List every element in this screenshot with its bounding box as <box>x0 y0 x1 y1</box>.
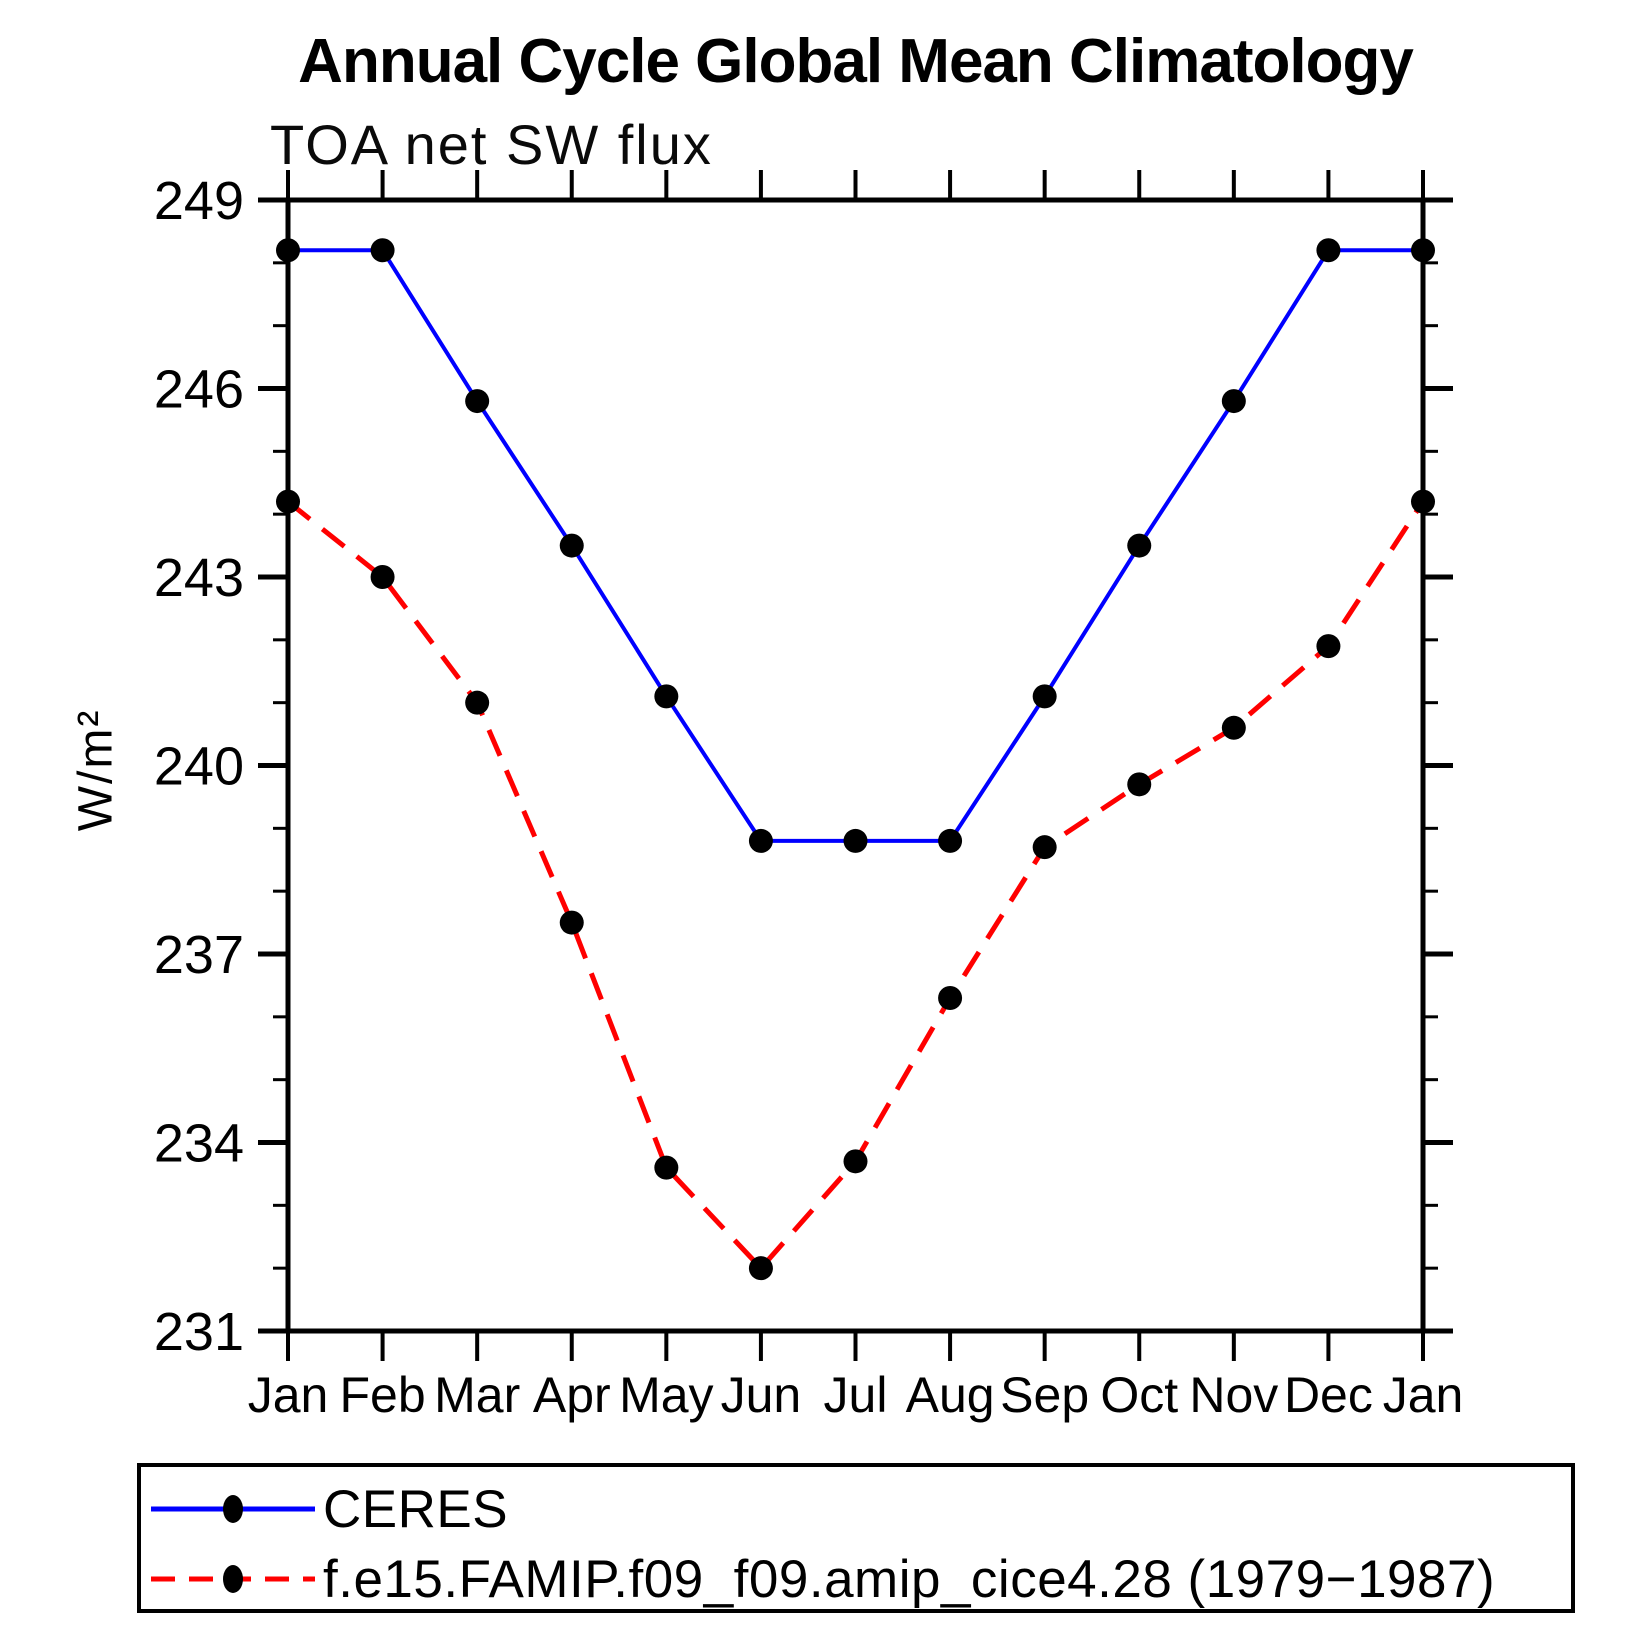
data-point-marker-s0 <box>559 533 584 558</box>
data-point-marker-s1 <box>1221 715 1246 740</box>
y-tick-label: 237 <box>154 925 244 985</box>
x-tick-label: Jul <box>824 1367 888 1423</box>
data-point-marker-s1 <box>370 565 395 589</box>
data-point-marker-s1 <box>654 1155 679 1180</box>
data-point-marker-s0 <box>1127 533 1152 558</box>
legend-sample-ceres <box>151 1495 315 1523</box>
data-point-marker-s1 <box>276 489 300 514</box>
x-tick-label: Apr <box>533 1367 611 1423</box>
legend-item-model: f.e15.FAMIP.f09_f09.amip_cice4.28 (1979−… <box>143 1549 1495 1609</box>
data-point-marker-s0 <box>276 238 300 263</box>
data-point-marker-s0 <box>465 389 490 414</box>
legend-label-ceres: CERES <box>323 1479 509 1539</box>
x-tick-label: Aug <box>906 1367 995 1423</box>
x-tick-label: Feb <box>339 1367 425 1423</box>
x-tick-label: Mar <box>434 1367 520 1423</box>
data-point-marker-s1 <box>465 690 490 715</box>
series-line-0 <box>288 248 1423 843</box>
data-point-marker-s1 <box>843 1149 868 1174</box>
legend-marker-dot-icon <box>223 1495 243 1523</box>
x-tick-label: Sep <box>1000 1367 1089 1423</box>
data-point-marker-s1 <box>1316 634 1341 659</box>
data-point-marker-s1 <box>559 910 584 935</box>
legend-label-model: f.e15.FAMIP.f09_f09.amip_cice4.28 (1979−… <box>323 1549 1496 1609</box>
data-point-marker-s1 <box>748 1256 773 1281</box>
data-point-marker-s0 <box>370 238 395 263</box>
x-tick-label: Oct <box>1100 1367 1178 1423</box>
x-tick-label: Jan <box>1383 1367 1464 1423</box>
chart-title: Annual Cycle Global Mean Climatology <box>298 27 1414 96</box>
data-point-marker-s0 <box>654 684 679 709</box>
data-point-marker-s0 <box>843 828 868 853</box>
x-tick-label: May <box>619 1367 713 1423</box>
x-tick-label: Jan <box>248 1367 329 1423</box>
data-point-marker-s1 <box>1032 835 1057 860</box>
y-tick-label: 246 <box>154 360 244 420</box>
data-point-marker-s0 <box>938 828 963 853</box>
x-tick-label: Jun <box>721 1367 802 1423</box>
data-point-marker-s0 <box>1316 238 1341 263</box>
x-tick-label: Nov <box>1189 1367 1278 1423</box>
y-tick-label: 240 <box>154 737 244 797</box>
data-point-marker-s1 <box>1411 489 1435 514</box>
x-tick-label: Dec <box>1284 1367 1373 1423</box>
data-point-marker-s0 <box>1411 238 1435 263</box>
data-point-marker-s1 <box>938 985 963 1010</box>
legend-item-ceres: CERES <box>143 1479 508 1539</box>
chart-subtitle: TOA net SW flux <box>270 113 713 176</box>
legend-box: CERES f.e15.FAMIP.f09_f09.amip_cice4.28 … <box>137 1463 1575 1613</box>
legend-marker-dot-icon <box>223 1565 243 1593</box>
data-point-marker-s0 <box>748 828 773 853</box>
data-point-marker-s0 <box>1221 389 1246 414</box>
y-tick-label: 234 <box>154 1114 244 1174</box>
data-point-marker-s0 <box>1032 684 1057 709</box>
y-tick-label: 249 <box>154 171 244 231</box>
legend-sample-model <box>151 1565 315 1593</box>
data-point-marker-s1 <box>1127 772 1152 797</box>
y-tick-label: 231 <box>154 1302 244 1362</box>
y-tick-label: 243 <box>154 548 244 608</box>
